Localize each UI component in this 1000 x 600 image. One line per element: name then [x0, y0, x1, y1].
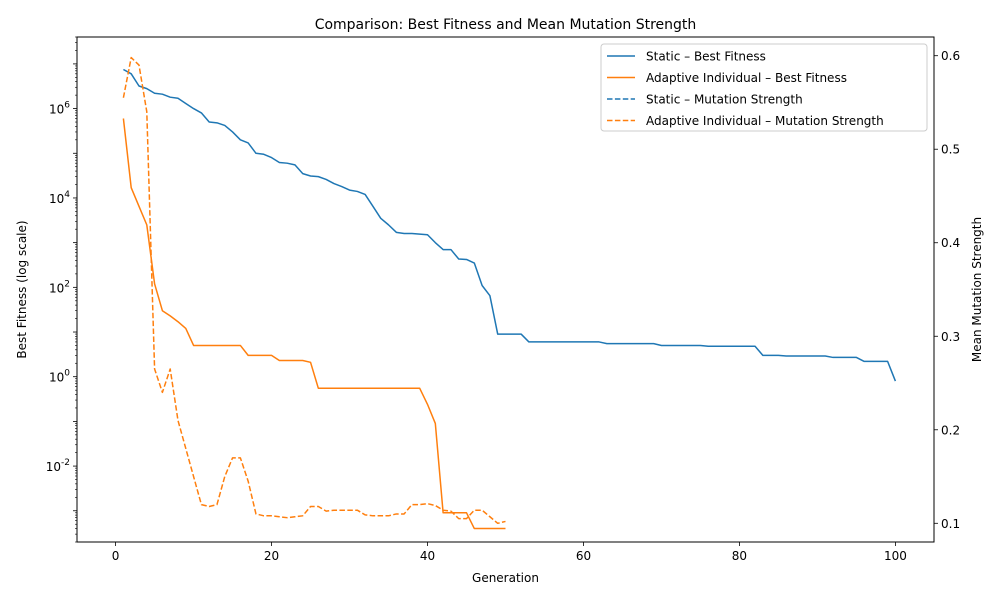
y2-tick-label: 0.3 — [941, 330, 960, 344]
y-tick-label: 10-2 — [46, 458, 70, 474]
y-axis-right: 0.1 0.2 0.3 0.4 0.5 0.6 — [934, 49, 960, 531]
y2-tick-label: 0.5 — [941, 143, 960, 157]
y2-tick-label: 0.2 — [941, 423, 960, 437]
y-tick-label: 102 — [49, 279, 70, 295]
x-tick-label: 20 — [264, 549, 279, 563]
y2-tick-label: 0.1 — [941, 517, 960, 531]
x-axis-title: Generation — [472, 571, 539, 585]
y-axis-title: Best Fitness (log scale) — [15, 220, 29, 358]
legend-label-3: Static – Mutation Strength — [646, 93, 803, 107]
y-tick-label: 106 — [49, 101, 70, 117]
x-axis: 0 20 40 60 80 100 — [112, 542, 907, 563]
chart-title: Comparison: Best Fitness and Mean Mutati… — [315, 17, 697, 33]
x-tick-label: 60 — [576, 549, 591, 563]
series-layer — [122, 56, 897, 530]
y2-tick-label: 0.6 — [941, 49, 960, 63]
series-line-4 — [122, 56, 506, 525]
series-line-2 — [122, 118, 506, 530]
y2-axis-title: Mean Mutation Strength — [970, 217, 984, 362]
legend-box — [600, 43, 928, 132]
series-line-1 — [123, 68, 897, 382]
y-tick-label: 100 — [49, 369, 70, 385]
y-axis-left: 10-2 100 102 104 106 — [46, 36, 77, 543]
legend-label-2: Adaptive Individual – Best Fitness — [646, 71, 847, 85]
y-tick-label: 104 — [49, 190, 70, 206]
legend-label-1: Static – Best Fitness — [646, 50, 766, 64]
x-tick-label: 0 — [112, 549, 120, 563]
x-tick-label: 40 — [420, 549, 435, 563]
x-tick-label: 80 — [732, 549, 747, 563]
x-tick-label: 100 — [884, 549, 907, 563]
legend-label-4: Adaptive Individual – Mutation Strength — [646, 114, 884, 128]
legend: Static – Best Fitness Adaptive Individual… — [600, 43, 928, 132]
y2-tick-label: 0.4 — [941, 236, 960, 250]
